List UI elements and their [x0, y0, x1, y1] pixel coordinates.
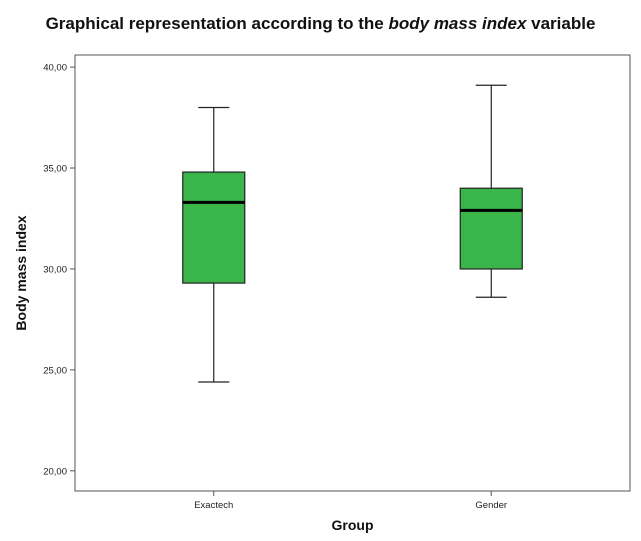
plot-frame: [74, 54, 631, 492]
box-exactech: [182, 171, 246, 284]
chart-title-italic: body mass index: [388, 14, 527, 33]
chart-title-part-1: Graphical representation according to th…: [45, 14, 389, 33]
x-tick-label: Exactech: [194, 500, 233, 511]
y-tick-label: 35,00: [43, 164, 67, 175]
y-tick-label: 30,00: [43, 264, 67, 275]
x-axis-label: Group: [332, 517, 374, 533]
y-tick-label: 25,00: [43, 365, 67, 376]
box-gender: [459, 187, 523, 270]
y-axis-label: Body mass index: [13, 215, 29, 330]
chart-title: Graphical representation according to th…: [0, 14, 641, 34]
y-tick-label: 20,00: [43, 466, 67, 477]
y-tick-label: 40,00: [43, 63, 67, 74]
chart-title-part-2: variable: [526, 14, 596, 33]
x-tick-label: Gender: [475, 500, 507, 511]
